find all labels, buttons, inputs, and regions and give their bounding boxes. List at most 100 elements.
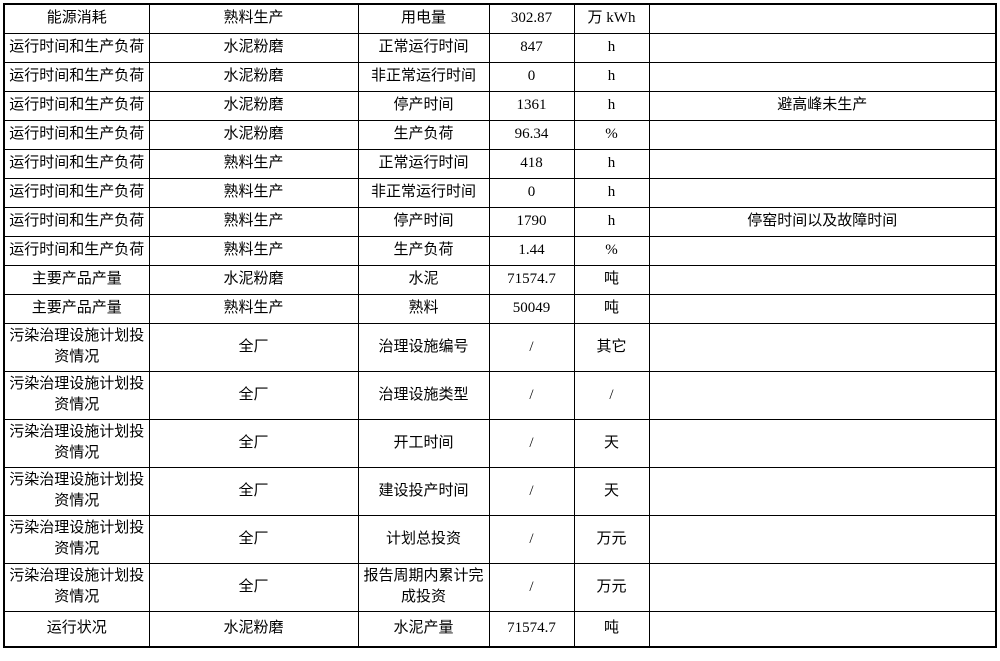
cell-value: 71574.7 <box>488 610 575 648</box>
cell-category: 污染治理设施计划投资情况 <box>3 514 150 564</box>
cell-value: 1361 <box>488 90 575 121</box>
cell-group: 熟料生产 <box>148 177 359 208</box>
cell-item: 报告周期内累计完成投资 <box>357 562 490 612</box>
cell-item: 非正常运行时间 <box>357 177 490 208</box>
cell-category: 主要产品产量 <box>3 264 150 295</box>
cell-remark <box>648 514 997 564</box>
cell-group: 全厂 <box>148 322 359 372</box>
cell-remark <box>648 119 997 150</box>
cell-value: 50049 <box>488 293 575 324</box>
cell-category: 污染治理设施计划投资情况 <box>3 370 150 420</box>
cell-item: 正常运行时间 <box>357 32 490 63</box>
cell-group: 水泥粉磨 <box>148 610 359 648</box>
cell-value: 0 <box>488 61 575 92</box>
cell-item: 开工时间 <box>357 418 490 468</box>
cell-item: 治理设施编号 <box>357 322 490 372</box>
cell-category: 运行时间和生产负荷 <box>3 177 150 208</box>
cell-unit: 万元 <box>573 562 650 612</box>
cell-value: 1.44 <box>488 235 575 266</box>
cell-category: 运行时间和生产负荷 <box>3 90 150 121</box>
cell-remark <box>648 3 997 34</box>
table-row: 运行时间和生产负荷 水泥粉磨 生产负荷 96.34% <box>3 119 997 150</box>
cell-unit: 天 <box>573 466 650 516</box>
cell-value: 71574.7 <box>488 264 575 295</box>
cell-unit: 其它 <box>573 322 650 372</box>
cell-category: 运行时间和生产负荷 <box>3 119 150 150</box>
cell-unit: h <box>573 90 650 121</box>
cell-group: 全厂 <box>148 418 359 468</box>
cell-remark <box>648 322 997 372</box>
cell-unit: h <box>573 32 650 63</box>
cell-remark <box>648 293 997 324</box>
cell-remark <box>648 610 997 648</box>
cell-group: 全厂 <box>148 466 359 516</box>
cell-group: 熟料生产 <box>148 293 359 324</box>
cell-remark <box>648 235 997 266</box>
cell-value: 1790 <box>488 206 575 237</box>
cell-item: 水泥 <box>357 264 490 295</box>
cell-category: 运行时间和生产负荷 <box>3 32 150 63</box>
cell-group: 熟料生产 <box>148 235 359 266</box>
cell-group: 熟料生产 <box>148 148 359 179</box>
cell-item: 生产负荷 <box>357 119 490 150</box>
cell-unit: 万 kWh <box>573 3 650 34</box>
cell-value: 0 <box>488 177 575 208</box>
cell-value: / <box>488 322 575 372</box>
table-row: 运行时间和生产负荷 熟料生产 正常运行时间 418 h <box>3 148 997 179</box>
table-row: 运行时间和生产负荷 熟料生产 非正常运行时间 0 h <box>3 177 997 208</box>
cell-category: 污染治理设施计划投资情况 <box>3 466 150 516</box>
cell-item: 停产时间 <box>357 206 490 237</box>
table-row: 运行时间和生产负荷 熟料生产 生产负荷 1.44% <box>3 235 997 266</box>
cell-item: 水泥产量 <box>357 610 490 648</box>
cell-unit: h <box>573 206 650 237</box>
table-row: 运行时间和生产负荷 水泥粉磨 停产时间 1361 h 避高峰未生产 <box>3 90 997 121</box>
cell-remark <box>648 32 997 63</box>
cell-item: 建设投产时间 <box>357 466 490 516</box>
cell-unit: h <box>573 61 650 92</box>
table-row: 能源消耗 熟料生产 用电量 302.87 万 kWh <box>3 3 997 34</box>
cell-category: 污染治理设施计划投资情况 <box>3 562 150 612</box>
cell-value: / <box>488 418 575 468</box>
cell-unit: % <box>573 119 650 150</box>
cell-remark <box>648 61 997 92</box>
cell-group: 熟料生产 <box>148 206 359 237</box>
cell-unit: 万元 <box>573 514 650 564</box>
cell-remark <box>648 264 997 295</box>
cell-group: 水泥粉磨 <box>148 119 359 150</box>
cell-remark <box>648 466 997 516</box>
table-row: 运行状况 水泥粉磨 水泥产量 71574.7 吨 <box>3 610 997 648</box>
cell-category: 能源消耗 <box>3 3 150 34</box>
cell-category: 污染治理设施计划投资情况 <box>3 418 150 468</box>
cell-item: 用电量 <box>357 3 490 34</box>
cell-item: 治理设施类型 <box>357 370 490 420</box>
cell-unit: 吨 <box>573 293 650 324</box>
table-row: 主要产品产量 熟料生产 熟料 50049 吨 <box>3 293 997 324</box>
cell-category: 污染治理设施计划投资情况 <box>3 322 150 372</box>
cell-value: / <box>488 370 575 420</box>
cell-category: 运行时间和生产负荷 <box>3 206 150 237</box>
cell-group: 全厂 <box>148 562 359 612</box>
table-row: 运行时间和生产负荷 水泥粉磨 正常运行时间 847 h <box>3 32 997 63</box>
cell-value: / <box>488 562 575 612</box>
cell-unit: / <box>573 370 650 420</box>
cell-group: 熟料生产 <box>148 3 359 34</box>
cell-remark <box>648 370 997 420</box>
cell-item: 非正常运行时间 <box>357 61 490 92</box>
table-row: 污染治理设施计划投资情况 全厂 开工时间 / 天 <box>3 418 997 468</box>
cell-value: / <box>488 466 575 516</box>
table-row: 污染治理设施计划投资情况 全厂 建设投产时间 / 天 <box>3 466 997 516</box>
cell-value: 418 <box>488 148 575 179</box>
table-row: 运行时间和生产负荷 水泥粉磨 非正常运行时间 0 h <box>3 61 997 92</box>
table-row: 主要产品产量 水泥粉磨 水泥 71574.7 吨 <box>3 264 997 295</box>
cell-group: 水泥粉磨 <box>148 32 359 63</box>
cell-remark <box>648 418 997 468</box>
cell-item: 计划总投资 <box>357 514 490 564</box>
cell-item: 停产时间 <box>357 90 490 121</box>
cell-group: 水泥粉磨 <box>148 264 359 295</box>
cell-value: 302.87 <box>488 3 575 34</box>
cell-value: 847 <box>488 32 575 63</box>
cell-group: 水泥粉磨 <box>148 61 359 92</box>
cell-unit: % <box>573 235 650 266</box>
table-row: 污染治理设施计划投资情况 全厂 报告周期内累计完成投资 / 万元 <box>3 562 997 612</box>
table-body: 能源消耗 熟料生产 用电量 302.87 万 kWh 运行时间和生产负荷 水泥粉磨 正常运行时… <box>3 3 997 648</box>
